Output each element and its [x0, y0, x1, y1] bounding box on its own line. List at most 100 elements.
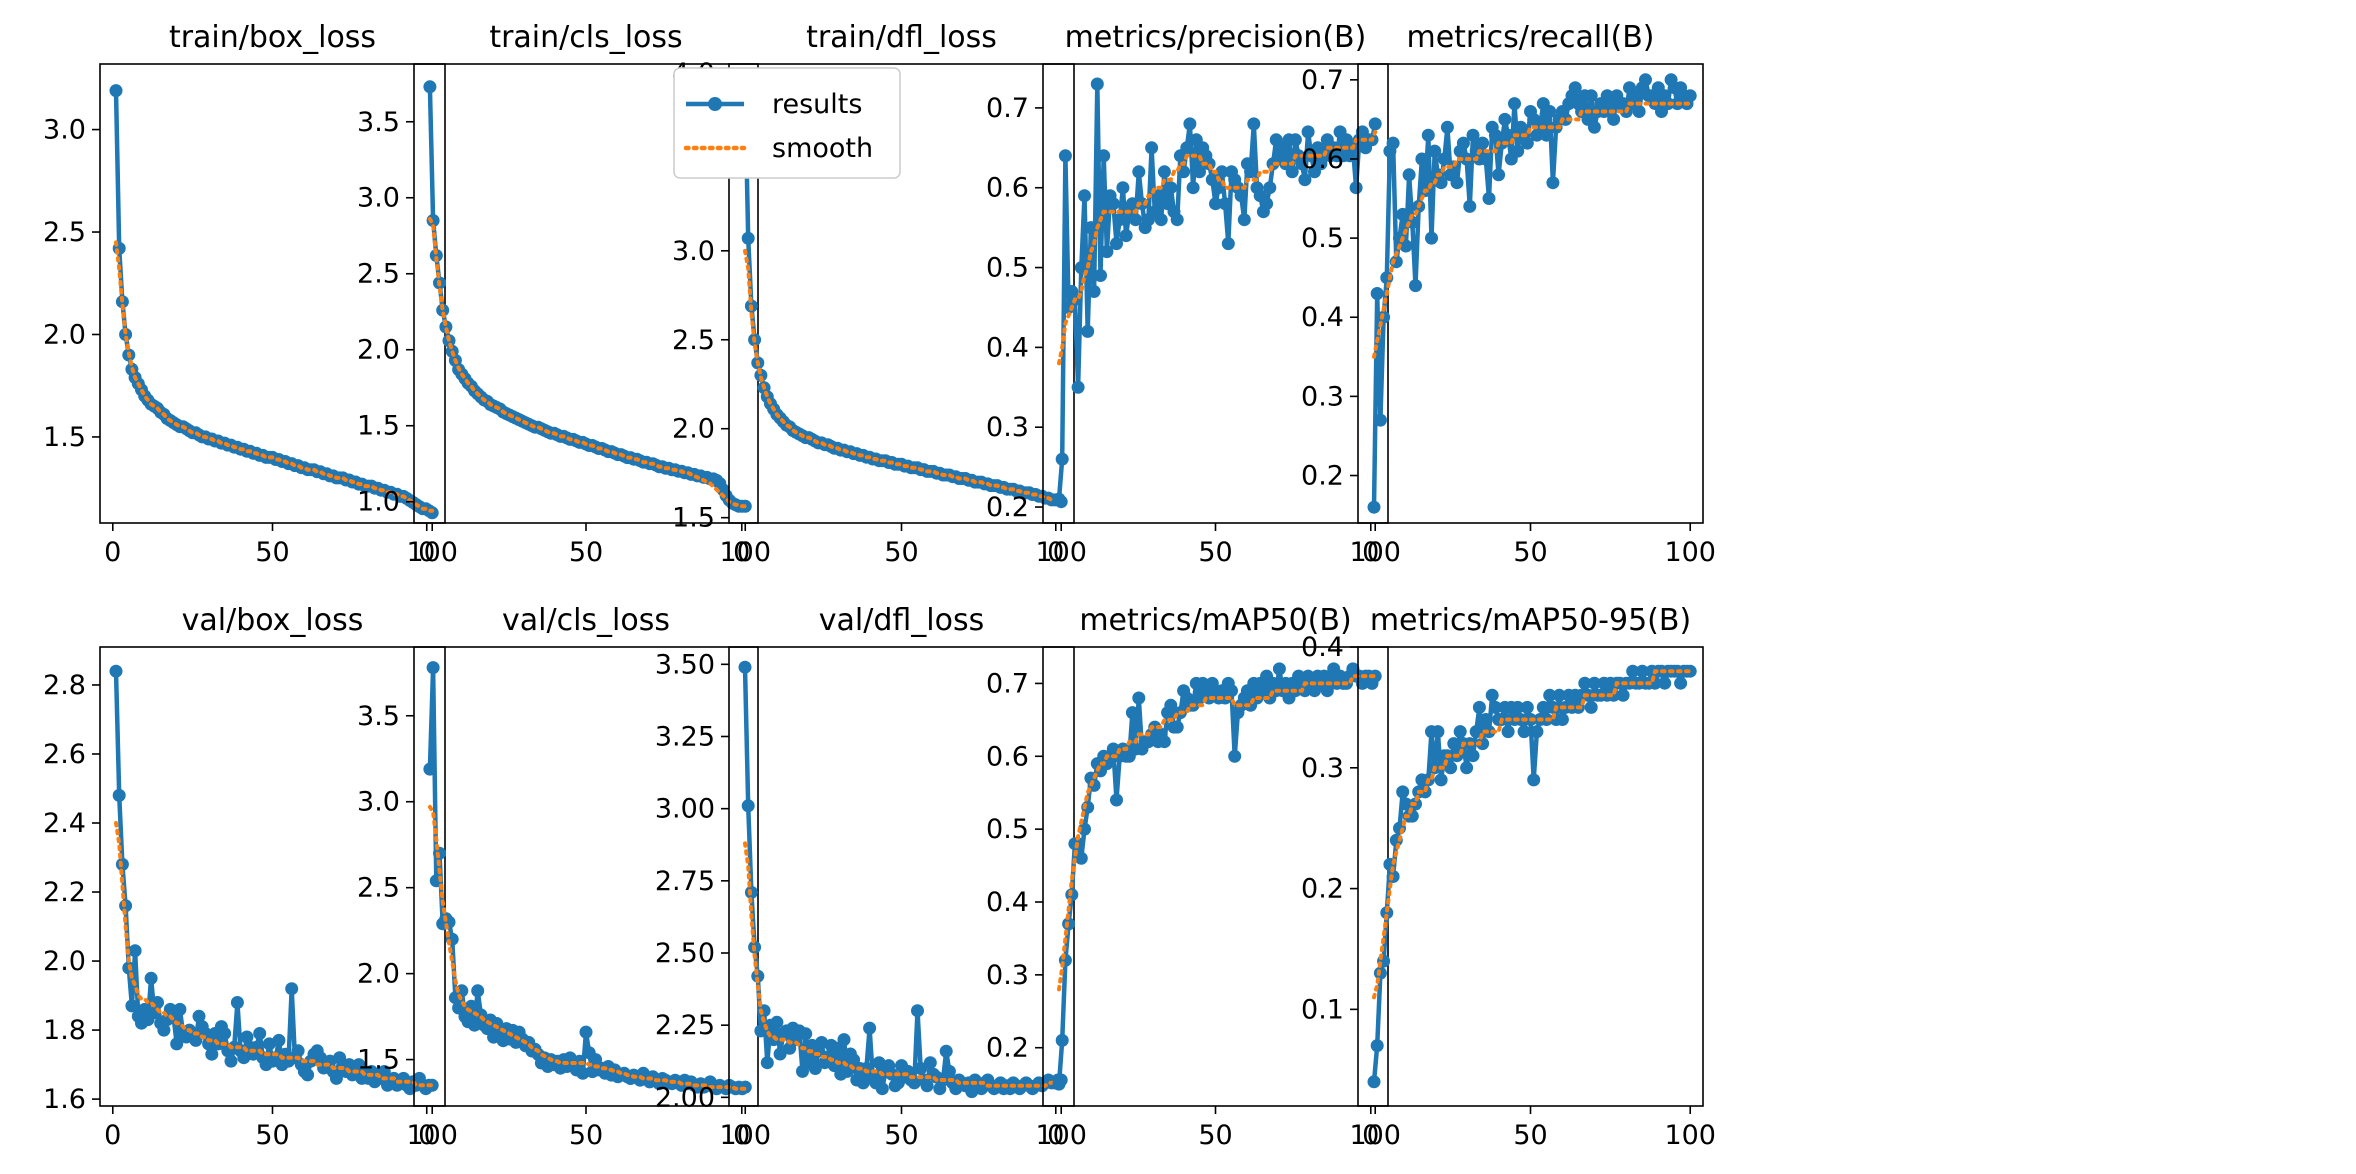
results-point-val-dfl-loss: [914, 1062, 928, 1075]
y-tick-label-val-box-loss: 2.4: [43, 808, 86, 839]
results-point-metrics-map50-95-b: [1517, 725, 1531, 739]
y-tick-label-metrics-map50-95-b: 0.1: [1301, 994, 1344, 1025]
results-point-metrics-precision-b: [1180, 141, 1194, 155]
results-point-val-dfl-loss: [863, 1021, 877, 1035]
results-point-metrics-map50-95-b: [1466, 749, 1480, 763]
results-point-metrics-recall-b: [1632, 105, 1646, 118]
results-point-val-cls-loss: [471, 984, 485, 998]
results-point-metrics-recall-b: [1409, 279, 1422, 293]
y-tick-label-val-cls-loss: 2.0: [357, 959, 400, 990]
results-point-metrics-map50-95-b: [1530, 725, 1544, 739]
results-point-val-dfl-loss: [920, 1079, 934, 1093]
results-point-metrics-map50-95-b: [1476, 737, 1490, 751]
x-tick-label-metrics-map50-b: 50: [1198, 1120, 1232, 1151]
results-point-metrics-map50-b: [1052, 1077, 1066, 1091]
results-point-metrics-precision-b: [1295, 157, 1309, 171]
results-point-metrics-precision-b: [1154, 213, 1168, 227]
y-tick-label-train-cls-loss: 3.5: [357, 107, 400, 138]
subplot-title-metrics-map50-95-b: metrics/mAP50-95(B): [1370, 603, 1691, 638]
x-tick-label-val-box-loss: 0: [104, 1120, 121, 1151]
subplot-metrics-precision-b: metrics/precision(B)0 50 1000.20.30.40.50.…: [986, 20, 1401, 568]
y-tick-label-metrics-precision-b: 0.6: [986, 173, 1029, 204]
results-point-metrics-precision-b: [1110, 237, 1123, 251]
results-point-metrics-precision-b: [1084, 221, 1098, 235]
y-tick-label-metrics-recall-b: 0.6: [1301, 144, 1344, 175]
results-point-metrics-recall-b: [1546, 176, 1560, 190]
y-tick-label-val-dfl-loss: 3.00: [655, 794, 715, 825]
results-point-metrics-precision-b: [1097, 149, 1111, 163]
results-point-metrics-precision-b: [1237, 213, 1251, 227]
results-point-val-dfl-loss: [773, 1047, 787, 1061]
subplot-val-box-loss: val/box_loss 0 50 100 1.6 1.8 2.0 2.2 2.4 2.6 2.8: [43, 603, 458, 1151]
x-tick-label-metrics-precision-b: 0: [1047, 537, 1064, 568]
results-point-train-box-loss: [109, 84, 123, 98]
results-point-metrics-map50-95-b: [1399, 797, 1413, 811]
y-tick-label-train-dfl-loss: 2.0: [672, 414, 715, 445]
results-point-metrics-map50-95-b: [1626, 664, 1640, 678]
results-point-metrics-recall-b: [1492, 168, 1506, 182]
smooth-line-metrics-map50-95-b: [1372, 669, 1693, 1000]
results-point-metrics-map50-95-b: [1555, 713, 1569, 726]
y-tick-label-val-box-loss: 2.0: [43, 946, 86, 977]
results-point-metrics-precision-b: [1186, 181, 1200, 195]
x-tick-label-train-cls-loss: 100: [719, 537, 771, 568]
results-point-val-dfl-loss: [770, 1015, 784, 1029]
results-point-val-box-loss: [157, 1023, 171, 1037]
results-point-val-dfl-loss: [738, 660, 752, 674]
x-tick-label-metrics-map50-b: 0: [1047, 1120, 1064, 1151]
smooth-line-val-dfl-loss: [743, 841, 1064, 1088]
smooth-line-metrics-map50-b: [1057, 674, 1378, 992]
results-point-metrics-map50-b: [1320, 684, 1334, 698]
results-point-metrics-map50-95-b: [1469, 725, 1483, 739]
y-tick-label-val-box-loss: 2.2: [43, 877, 86, 908]
plot-area-val-dfl-loss: [738, 660, 1068, 1099]
results-point-metrics-precision-b: [1263, 181, 1277, 195]
results-point-val-box-loss: [352, 1058, 366, 1072]
results-point-val-box-loss: [333, 1051, 347, 1065]
smooth-line-val-box-loss: [114, 821, 435, 1088]
results-point-metrics-precision-b: [1129, 213, 1143, 227]
results-point-metrics-map50-b: [1074, 851, 1088, 865]
results-point-metrics-precision-b: [1349, 181, 1363, 195]
results-point-metrics-map50-95-b: [1447, 737, 1461, 751]
results-point-val-dfl-loss: [741, 799, 755, 813]
y-tick-label-metrics-recall-b: 0.4: [1301, 302, 1344, 333]
results-point-metrics-map50-95-b: [1485, 688, 1499, 702]
results-point-train-cls-loss: [423, 80, 437, 94]
results-point-metrics-map50-95-b: [1472, 700, 1486, 714]
y-tick-label-train-cls-loss: 1.5: [357, 411, 400, 442]
y-tick-label-train-box-loss: 3.0: [43, 115, 86, 146]
y-tick-label-metrics-map50-b: 0.3: [986, 960, 1029, 991]
subplot-title-train-dfl-loss: train/dfl_loss: [806, 20, 997, 55]
results-point-metrics-precision-b: [1125, 197, 1139, 211]
y-tick-label-train-cls-loss: 2.0: [357, 335, 400, 366]
results-point-val-box-loss: [109, 664, 123, 678]
y-tick-label-metrics-precision-b: 0.2: [986, 492, 1029, 523]
y-tick-label-val-dfl-loss: 2.00: [655, 1082, 715, 1113]
results-point-val-dfl-loss: [760, 1056, 774, 1070]
y-tick-label-val-box-loss: 2.8: [43, 670, 86, 701]
results-point-metrics-recall-b: [1476, 136, 1490, 150]
results-point-val-dfl-loss: [923, 1056, 937, 1070]
results-point-val-cls-loss: [576, 1066, 590, 1080]
results-point-metrics-map50-95-b: [1501, 725, 1515, 739]
results-point-metrics-map50-95-b: [1479, 713, 1493, 726]
legend: results smooth: [673, 67, 901, 179]
results-point-metrics-map50-95-b: [1520, 700, 1534, 714]
results-point-val-dfl-loss: [856, 1076, 870, 1090]
results-point-val-cls-loss: [579, 1025, 593, 1039]
smooth-line-metrics-precision-b: [1057, 129, 1378, 366]
results-point-metrics-map50-b: [1132, 691, 1146, 705]
results-point-metrics-recall-b: [1456, 136, 1470, 150]
results-point-metrics-precision-b: [1221, 237, 1235, 251]
y-tick-label-train-box-loss: 2.5: [43, 217, 86, 248]
x-tick-label-metrics-map50-b: 100: [1349, 1120, 1401, 1151]
results-point-val-dfl-loss: [837, 1033, 851, 1047]
legend-box: [673, 67, 901, 179]
results-point-train-cls-loss: [436, 303, 450, 317]
results-point-metrics-precision-b: [1247, 117, 1261, 131]
y-tick-label-val-cls-loss: 3.0: [357, 787, 400, 818]
results-point-metrics-recall-b: [1584, 89, 1598, 103]
results-point-metrics-precision-b: [1164, 181, 1178, 195]
